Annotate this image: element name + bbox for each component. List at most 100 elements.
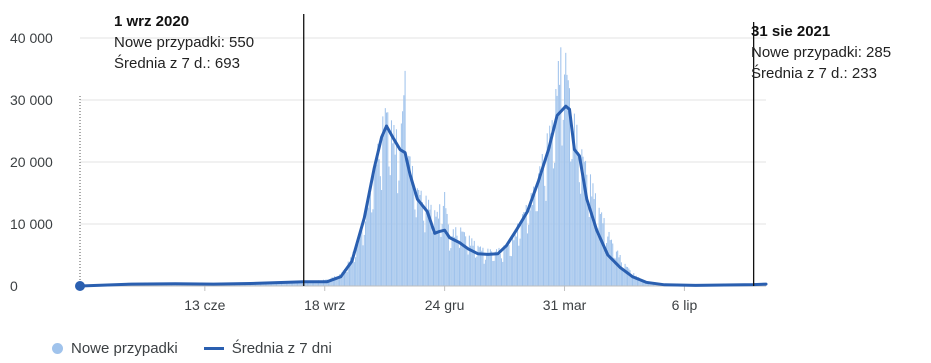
case-bar	[600, 214, 601, 286]
case-bar	[363, 245, 364, 286]
case-bar	[452, 236, 453, 286]
case-bar	[489, 253, 490, 286]
case-bar	[422, 202, 423, 286]
case-bar	[465, 236, 466, 286]
case-bar	[618, 257, 619, 286]
case-bar	[599, 208, 600, 286]
case-bar	[543, 167, 544, 286]
case-bar	[517, 223, 518, 286]
case-bar	[537, 211, 538, 286]
case-bar	[463, 232, 464, 286]
case-bar	[523, 212, 524, 286]
case-bar	[423, 221, 424, 286]
x-tick-label: 6 lip	[672, 297, 698, 313]
case-bar	[387, 112, 388, 286]
case-bar	[595, 193, 596, 286]
case-bar	[427, 211, 428, 286]
selection-start-tooltip: 1 wrz 2020 Nowe przypadki: 550 Średnia z…	[114, 12, 254, 74]
case-bar	[375, 160, 376, 286]
case-bar	[539, 166, 540, 286]
case-bar	[602, 223, 603, 286]
case-bar	[390, 175, 391, 286]
case-bar	[536, 211, 537, 286]
case-bar	[573, 131, 574, 286]
case-bar	[494, 261, 495, 286]
x-tick-label: 24 gru	[425, 297, 465, 313]
case-bar	[338, 279, 339, 286]
selection-end-average: Średnia z 7 d.: 233	[751, 63, 891, 84]
case-bar	[354, 262, 355, 286]
case-bar	[612, 244, 613, 286]
case-bar	[594, 199, 595, 286]
case-bar	[627, 267, 628, 286]
case-bar	[376, 165, 377, 286]
case-bar	[407, 164, 408, 286]
case-bar	[437, 212, 438, 286]
case-bar	[474, 241, 475, 286]
average-line	[80, 106, 766, 286]
selection-end-date: 31 sie 2021	[751, 22, 891, 42]
case-bar	[585, 161, 586, 286]
case-bar	[623, 271, 624, 286]
case-bar	[468, 255, 469, 286]
case-bar	[503, 245, 504, 286]
case-bar	[435, 217, 436, 286]
case-bar	[632, 277, 633, 286]
x-tick-label: 13 cze	[184, 297, 225, 313]
case-bar	[550, 133, 551, 286]
case-bar	[571, 159, 572, 286]
selection-end-tooltip: 31 sie 2021 Nowe przypadki: 285 Średnia …	[751, 22, 891, 84]
case-bar	[388, 167, 389, 286]
case-bar	[419, 195, 420, 286]
case-bar	[379, 159, 380, 286]
case-bar	[510, 256, 511, 286]
case-bar	[541, 169, 542, 286]
case-bar	[361, 225, 362, 286]
case-bar	[508, 245, 509, 286]
start-point-marker	[75, 281, 85, 291]
case-bar	[579, 182, 580, 286]
case-bar	[521, 220, 522, 286]
case-bar	[364, 235, 365, 286]
case-bar	[475, 258, 476, 286]
case-bar	[557, 96, 558, 286]
case-bar	[401, 124, 402, 287]
case-bar	[442, 224, 443, 286]
case-bar	[605, 248, 606, 286]
case-bar	[369, 191, 370, 286]
case-bar	[397, 193, 398, 286]
case-bar	[611, 240, 612, 286]
case-bar	[439, 204, 440, 286]
case-bar	[626, 267, 627, 286]
case-bar	[438, 219, 439, 286]
case-bar	[386, 113, 387, 286]
case-bar	[403, 95, 404, 286]
case-bar	[406, 161, 407, 286]
case-bar	[447, 214, 448, 286]
case-bar	[450, 248, 451, 286]
case-bar	[575, 149, 576, 286]
case-bar	[371, 212, 372, 286]
case-bar	[393, 125, 394, 286]
case-bar	[630, 270, 631, 286]
case-bar	[511, 256, 512, 286]
case-bar	[512, 236, 513, 286]
case-bar	[589, 217, 590, 286]
case-bar	[392, 143, 393, 286]
case-bar	[382, 116, 383, 286]
y-tick-label: 20 000	[10, 154, 53, 170]
legend-cases-label: Nowe przypadki	[71, 340, 178, 357]
case-bar	[617, 251, 618, 286]
case-bar	[553, 168, 554, 286]
selection-start-average: Średnia z 7 d.: 693	[114, 53, 254, 74]
case-bar	[620, 255, 621, 286]
case-bar	[526, 205, 527, 286]
case-bar	[558, 61, 559, 286]
case-bar	[374, 172, 375, 286]
case-bar	[440, 237, 441, 286]
case-bar	[418, 190, 419, 286]
case-bar	[433, 233, 434, 286]
x-tick-label: 31 mar	[543, 297, 587, 313]
case-bar	[601, 212, 602, 286]
case-bar	[544, 186, 545, 286]
